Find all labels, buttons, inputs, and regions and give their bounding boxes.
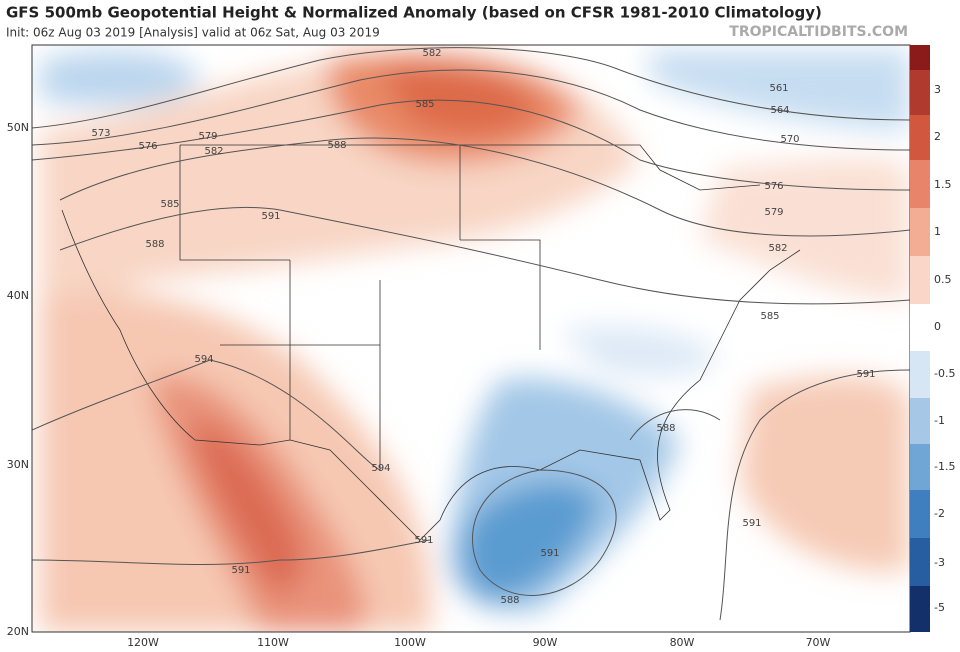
contour-label: 579 [764,207,783,218]
contour-label: 579 [198,131,217,142]
contour-label: 582 [422,48,441,59]
contour-label: 576 [764,181,783,192]
height-contours [32,47,910,621]
contour-label: 585 [160,199,179,210]
contour-label: 591 [231,565,250,576]
contour-label: 591 [261,211,280,222]
contour-label: 588 [327,140,346,151]
colorbar-tick-label: 0 [934,320,941,333]
colorbar [910,45,930,632]
contour-label: 591 [856,369,875,380]
contour-label: 594 [194,354,213,365]
contour-label: 585 [415,99,434,110]
colorbar-tick-label: 1 [934,225,941,238]
longitude-label: 80W [670,636,695,649]
colorbar-tick-label: 3 [934,83,941,96]
contour-label: 594 [371,463,390,474]
map [32,45,910,632]
contour-label: 588 [656,423,675,434]
contour-label: 585 [760,311,779,322]
longitude-label: 70W [806,636,831,649]
contour-label: 588 [145,239,164,250]
colorbar-tick-label: -3 [934,556,945,569]
colorbar-tick-label: -5 [934,601,945,614]
contour-label: 564 [770,105,789,116]
anomaly-field [40,50,910,632]
latitude-label: 40N [7,289,29,302]
colorbar-tick-label: 2 [934,130,941,143]
colorbar-tick-label: 1.5 [934,178,952,191]
watermark: TROPICALTIDBITS.COM [729,24,908,40]
subtitle: Init: 06z Aug 03 2019 [Analysis] valid a… [6,26,380,40]
contour-label: 588 [500,595,519,606]
colorbar-tick-label: -1 [934,414,945,427]
colorbar-tick-label: -0.5 [934,367,955,380]
contour-label: 591 [540,548,559,559]
latitude-label: 30N [7,458,29,471]
longitude-label: 120W [127,636,159,649]
colorbar-tick-label: 0.5 [934,273,952,286]
contour-label: 582 [768,243,787,254]
contour-label: 570 [780,134,799,145]
longitude-label: 90W [533,636,558,649]
contour-label: 573 [91,128,110,139]
contour-label: 561 [769,83,788,94]
longitude-label: 110W [257,636,289,649]
contour-label: 591 [742,518,761,529]
latitude-label: 20N [7,625,29,638]
colorbar-tick-label: -1.5 [934,460,955,473]
longitude-label: 100W [394,636,426,649]
contour-label: 576 [138,141,157,152]
colorbar-tick-label: -2 [934,507,945,520]
borders [61,144,801,541]
title: GFS 500mb Geopotential Height & Normaliz… [6,4,822,22]
contour-label: 582 [204,146,223,157]
latitude-label: 50N [7,121,29,134]
contour-label: 591 [414,535,433,546]
